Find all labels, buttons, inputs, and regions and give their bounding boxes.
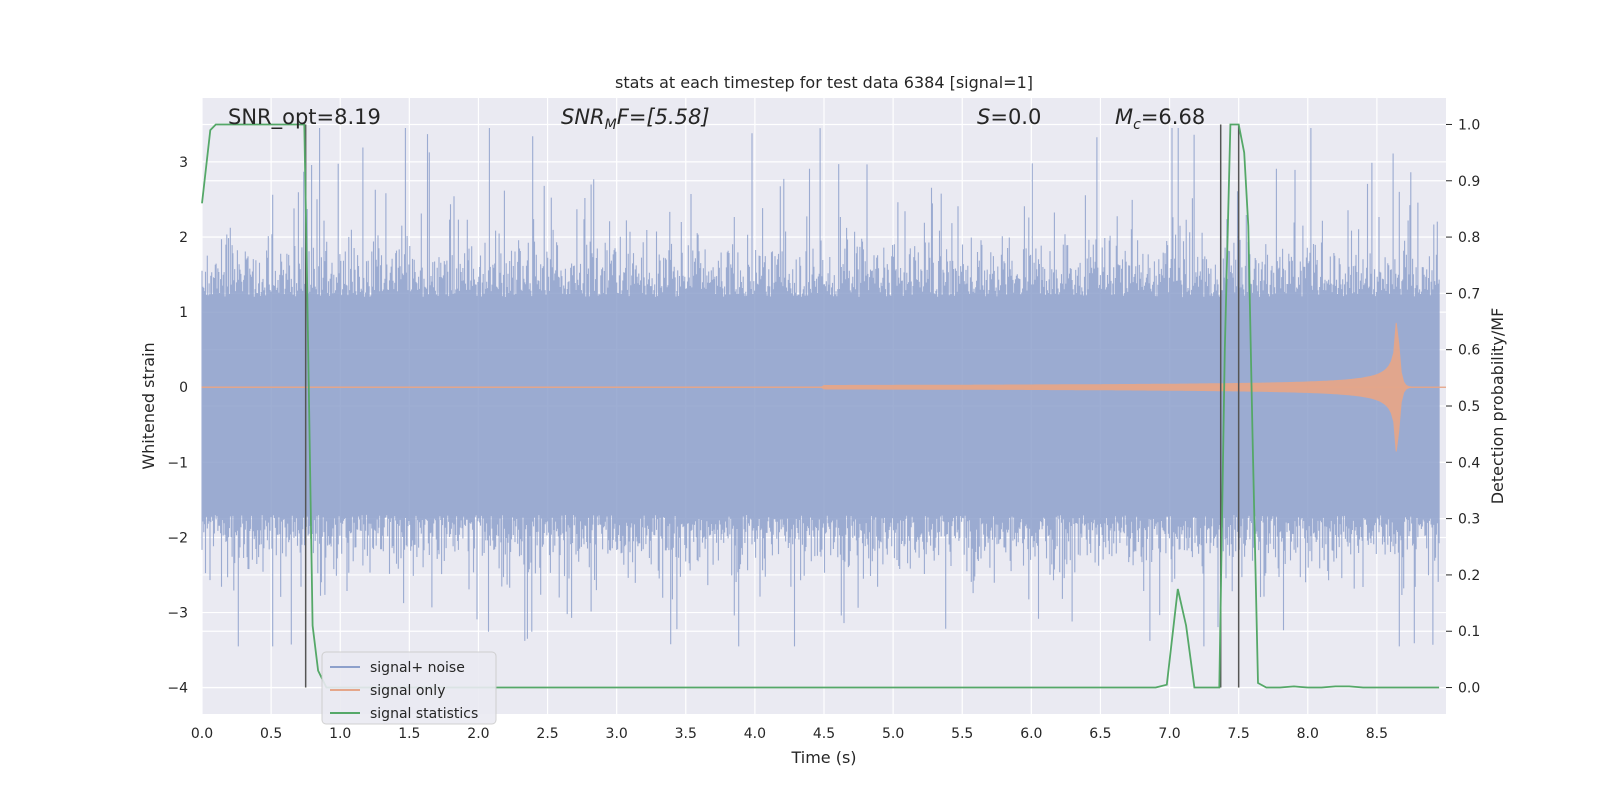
legend-label: signal statistics [370, 706, 478, 722]
y-tick-label: −3 [167, 606, 188, 622]
x-tick-label: 8.5 [1366, 726, 1388, 742]
legend-label: signal+ noise [370, 660, 465, 676]
y-tick-label: −2 [167, 530, 188, 546]
x-tick-label: 6.5 [1089, 726, 1111, 742]
annotation-mc-rest: =6.68 [1141, 105, 1205, 129]
y2-tick-label: 1.0 [1458, 117, 1480, 133]
y-tick-label: 1 [179, 305, 188, 321]
x-tick-label: 7.5 [1228, 726, 1250, 742]
x-tick-label: 4.0 [744, 726, 766, 742]
y2-tick-label: 0.3 [1458, 512, 1480, 528]
x-tick-label: 0.5 [260, 726, 282, 742]
x-tick-label: 3.0 [606, 726, 628, 742]
x-tick-label: 7.0 [1158, 726, 1180, 742]
y2-tick-label: 0.9 [1458, 174, 1480, 190]
annotation-s: S=0.0 [977, 105, 1041, 129]
series-signal-noise-line [201, 128, 1440, 647]
y-tick-label: 0 [179, 380, 188, 396]
legend-label: signal only [370, 683, 445, 699]
x-tick-label: 5.5 [951, 726, 973, 742]
annotation-snr-mf-sub: M [605, 117, 617, 133]
axis-layer: 0.0 0.5 1.0 1.5 2.0 2.5 3.0 3.5 4.0 4.5 5.0 5.5 6.0 6… [167, 117, 1480, 742]
x-tick-label: 2.5 [536, 726, 558, 742]
y2-axis-title: Detection probability/MF [1488, 308, 1507, 505]
legend-box [321, 651, 497, 725]
x-tick-label: 3.5 [675, 726, 697, 742]
annotation-mc: Mc=6.68 [1115, 105, 1205, 133]
x-axis-title: Time (s) [790, 748, 856, 767]
data-layer [201, 123, 1446, 689]
y2-tick-label: 0.0 [1458, 681, 1480, 697]
legend: signal+ noise signal only signal statistic… [321, 651, 497, 725]
y2-tick-label: 0.2 [1458, 568, 1480, 584]
x-tick-label: 2.0 [467, 726, 489, 742]
annotation-snr-mf-main: SNR [561, 105, 605, 129]
y-tick-label: 2 [179, 230, 188, 246]
y2-tick-label: 0.7 [1458, 286, 1480, 302]
y2-tick-label: 0.5 [1458, 399, 1480, 415]
y2-tick-label: 0.4 [1458, 455, 1480, 471]
x-tick-label: 4.5 [813, 726, 835, 742]
annotation-snr-mf: SNRMF=[5.58] [561, 105, 710, 133]
x-tick-label: 1.0 [329, 726, 351, 742]
y-tick-label: −4 [167, 681, 188, 697]
y-tick-label: 3 [179, 155, 188, 171]
y2-tick-label: 0.1 [1458, 624, 1480, 640]
y2-tick-label: 0.8 [1458, 230, 1480, 246]
annotation-mc-main: M [1115, 105, 1133, 129]
chart-title: stats at each timestep for test data 638… [615, 73, 1033, 92]
annotation-snr-opt: SNR_opt=8.19 [228, 105, 381, 130]
annotation-s-rest: =0.0 [990, 105, 1041, 129]
annotation-snr-mf-rest: F=[5.58] [617, 105, 710, 129]
y-axis-title: Whitened strain [139, 342, 158, 469]
x-tick-label: 8.0 [1297, 726, 1319, 742]
y2-tick-label: 0.6 [1458, 343, 1480, 359]
series-signal-statistics-line [201, 123, 1440, 689]
x-tick-label: 5.0 [882, 726, 904, 742]
annotation-s-main: S [977, 105, 990, 129]
x-tick-label: 1.5 [398, 726, 420, 742]
annotation-mc-sub: c [1133, 117, 1141, 133]
x-tick-label: 6.0 [1020, 726, 1042, 742]
y-tick-label: −1 [167, 455, 188, 471]
x-tick-label: 0.0 [191, 726, 213, 742]
